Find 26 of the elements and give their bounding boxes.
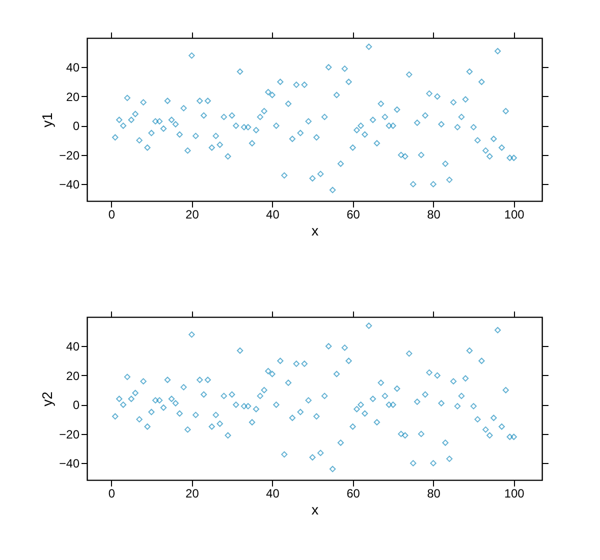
- x-tick-label: 20: [186, 208, 200, 222]
- y-tick-label: 0: [72, 398, 80, 412]
- x-axis-title: x: [312, 222, 318, 238]
- x-tick-label: 40: [266, 208, 280, 222]
- y-tick-label: −40: [59, 178, 80, 192]
- x-tick-label: 20: [186, 486, 200, 500]
- x-axis-title: x: [312, 502, 318, 518]
- y-tick-label: −20: [59, 148, 80, 162]
- y-tick-label: −20: [59, 427, 80, 442]
- x-tick-label: 0: [108, 486, 116, 500]
- x-tick-label: 60: [346, 208, 360, 222]
- x-tick-label: 60: [346, 486, 360, 500]
- y-axis-title: y1: [39, 112, 56, 128]
- x-tick-label: 100: [504, 208, 525, 222]
- x-tick-label: 100: [504, 486, 525, 500]
- y-tick-label: −40: [59, 456, 80, 471]
- y-tick-label: 20: [66, 90, 80, 104]
- x-tick-label: 80: [427, 208, 441, 222]
- x-tick-label: 40: [266, 486, 280, 500]
- y-tick-label: 40: [66, 60, 80, 75]
- x-tick-label: 0: [108, 208, 116, 222]
- y-axis-title: y2: [39, 391, 56, 406]
- y-tick-label: 20: [66, 368, 80, 383]
- y-tick-label: 0: [72, 119, 80, 134]
- x-tick-label: 80: [427, 486, 441, 500]
- y-tick-label: 40: [66, 340, 80, 354]
